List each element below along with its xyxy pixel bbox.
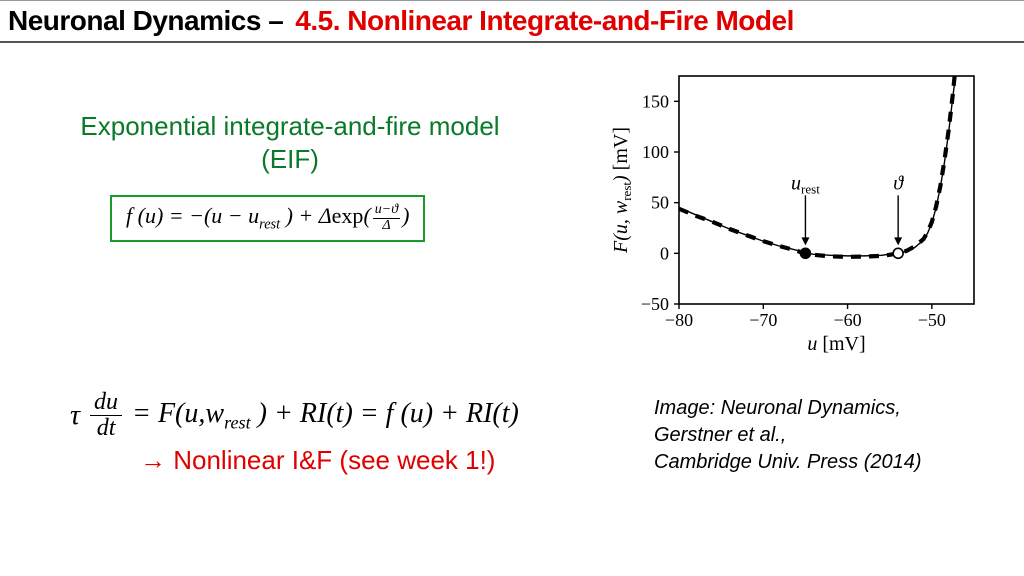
svg-text:150: 150 [642, 91, 669, 111]
svg-text:100: 100 [642, 142, 669, 162]
image-citation: Image: Neuronal Dynamics, Gerstner et al… [654, 395, 984, 476]
svg-text:50: 50 [651, 193, 669, 213]
citation-l1: Image: Neuronal Dynamics, [654, 397, 901, 419]
svg-text:ϑ: ϑ [893, 172, 904, 194]
nonlinear-note: → Nonlinear I&F (see week 1!) [140, 445, 495, 476]
svg-text:F(u, wrest) [mV]: F(u, wrest) [mV] [610, 127, 634, 254]
svg-text:−50: −50 [641, 294, 669, 314]
subtitle-line2: (EIF) [261, 144, 319, 174]
svg-text:u [mV]: u [mV] [807, 333, 865, 355]
slide-header: Neuronal Dynamics – 4.5. Nonlinear Integ… [0, 0, 1024, 43]
governing-ode: τ dudt = F(u,wrest ) + RI(t) = f (u) + R… [70, 390, 519, 441]
svg-text:−80: −80 [665, 310, 693, 330]
svg-text:−70: −70 [749, 310, 777, 330]
citation-l3: Cambridge Univ. Press (2014) [654, 451, 922, 473]
svg-text:−60: −60 [833, 310, 861, 330]
svg-text:0: 0 [660, 243, 669, 263]
section-title: 4.5. Nonlinear Integrate-and-Fire Model [295, 5, 794, 37]
model-subtitle: Exponential integrate-and-fire model (EI… [40, 110, 540, 175]
f-of-u-chart: −80−70−60−50−50050100150urestϑu [mV]F(u,… [594, 58, 994, 358]
course-name: Neuronal Dynamics – [8, 5, 283, 37]
svg-text:−50: −50 [918, 310, 946, 330]
citation-l2: Gerstner et al., [654, 424, 786, 446]
eif-formula-box: f (u) = −(u − urest ) + Δexp(u−ϑΔ) [110, 195, 425, 242]
subtitle-line1: Exponential integrate-and-fire model [80, 111, 499, 141]
